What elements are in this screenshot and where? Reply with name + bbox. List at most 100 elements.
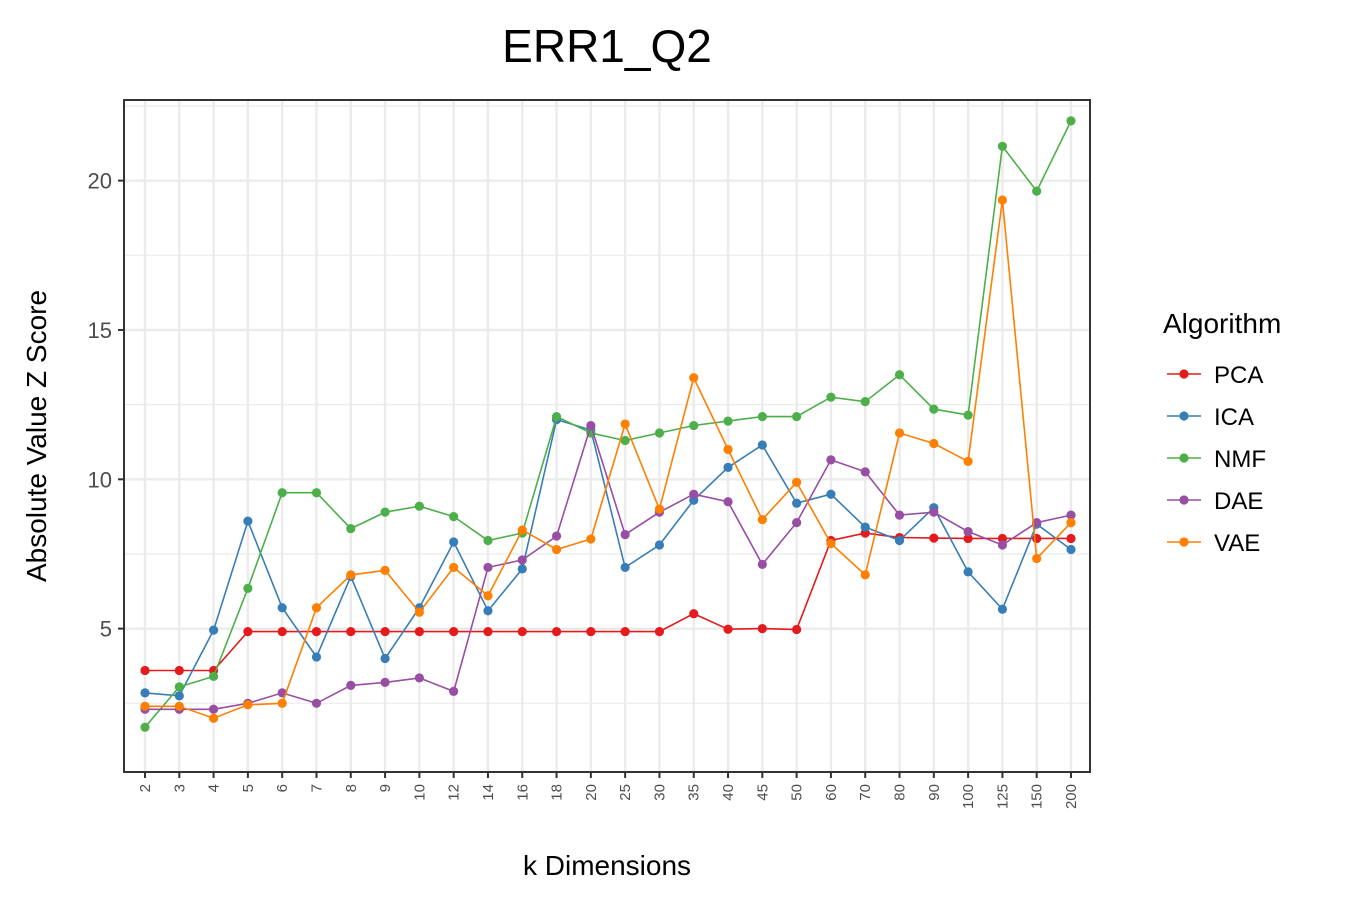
- x-tick-label: 14: [480, 784, 497, 801]
- data-point: [826, 489, 836, 499]
- series-line-nmf: [144, 120, 1072, 728]
- legend-key-point: [1179, 495, 1189, 505]
- data-point: [1066, 544, 1076, 555]
- chart-title: ERR1_Q2: [502, 20, 712, 72]
- data-point: [654, 627, 665, 637]
- data-point: [963, 456, 973, 466]
- legend-key-point: [1179, 369, 1189, 379]
- data-point: [517, 627, 527, 637]
- data-point: [243, 700, 253, 710]
- data-point: [311, 627, 322, 637]
- x-tick-label: 2: [137, 784, 154, 792]
- data-point: [826, 392, 836, 402]
- x-tick-label: 20: [583, 784, 600, 801]
- data-point: [929, 533, 939, 543]
- legend-item-nmf: NMF: [1167, 446, 1266, 473]
- legend-label: ICA: [1214, 404, 1254, 431]
- data-point: [689, 489, 699, 499]
- data-point: [792, 624, 802, 635]
- data-point: [620, 562, 630, 573]
- data-point: [654, 428, 665, 438]
- data-point: [792, 518, 802, 528]
- legend-key-point: [1179, 453, 1189, 463]
- legend-key-point: [1179, 537, 1189, 547]
- data-point: [1032, 518, 1042, 528]
- data-point: [1066, 510, 1076, 520]
- data-point: [208, 704, 219, 714]
- data-point: [277, 603, 287, 613]
- data-point: [723, 416, 733, 426]
- x-tick-label: 200: [1063, 784, 1080, 809]
- data-point: [277, 488, 287, 498]
- data-point: [551, 531, 562, 541]
- data-point: [174, 701, 184, 711]
- y-tick-label: 15: [88, 318, 112, 343]
- grid: [124, 100, 1090, 772]
- data-point: [792, 498, 802, 508]
- data-point: [620, 529, 630, 540]
- data-point: [208, 625, 219, 635]
- data-point: [483, 562, 493, 573]
- data-point: [346, 680, 356, 690]
- x-tick-label: 35: [686, 784, 703, 801]
- data-point: [757, 440, 767, 450]
- data-point: [449, 537, 459, 547]
- data-point: [140, 722, 150, 732]
- data-point: [860, 570, 870, 580]
- data-point: [860, 467, 870, 477]
- plot-frame: [123, 99, 1091, 773]
- data-point: [757, 515, 767, 525]
- data-point: [483, 606, 493, 616]
- data-point: [1066, 116, 1076, 126]
- data-point: [586, 534, 596, 544]
- data-point: [894, 535, 905, 546]
- series-layer: [140, 116, 1076, 732]
- data-point: [620, 627, 630, 637]
- data-point: [826, 455, 836, 465]
- data-point: [208, 713, 219, 723]
- data-point: [483, 627, 493, 637]
- data-point: [140, 665, 150, 676]
- y-tick-label: 5: [100, 617, 112, 642]
- data-point: [517, 555, 527, 565]
- data-point: [449, 562, 459, 573]
- data-point: [517, 525, 527, 535]
- data-point: [380, 677, 390, 688]
- data-point: [174, 665, 184, 676]
- data-point: [449, 512, 459, 522]
- data-point: [551, 411, 562, 422]
- legend-item-dae: DAE: [1167, 488, 1263, 515]
- data-point: [792, 477, 802, 487]
- data-point: [997, 540, 1008, 550]
- legend-label: PCA: [1214, 362, 1263, 389]
- data-point: [243, 583, 253, 593]
- data-point: [380, 565, 390, 576]
- data-point: [723, 624, 733, 634]
- x-tick-label: 30: [651, 784, 668, 801]
- data-point: [174, 682, 184, 692]
- data-point: [963, 567, 973, 577]
- data-point: [243, 627, 253, 637]
- data-point: [208, 671, 219, 682]
- data-point: [311, 603, 322, 613]
- x-tick-label: 12: [446, 784, 463, 801]
- x-axis-title: k Dimensions: [523, 850, 691, 881]
- data-point: [277, 627, 287, 637]
- legend-label: DAE: [1214, 488, 1263, 515]
- data-point: [826, 538, 836, 549]
- x-tick-label: 150: [1029, 784, 1046, 809]
- data-point: [620, 435, 630, 446]
- data-point: [483, 535, 493, 546]
- data-point: [586, 420, 596, 431]
- data-point: [723, 462, 733, 472]
- data-point: [1032, 186, 1042, 196]
- data-point: [929, 507, 939, 517]
- y-tick-label: 20: [88, 169, 112, 194]
- data-point: [963, 526, 973, 537]
- data-point: [311, 698, 322, 708]
- data-point: [311, 488, 322, 498]
- x-tick-label: 40: [720, 784, 737, 801]
- data-point: [757, 559, 767, 570]
- data-point: [380, 627, 390, 637]
